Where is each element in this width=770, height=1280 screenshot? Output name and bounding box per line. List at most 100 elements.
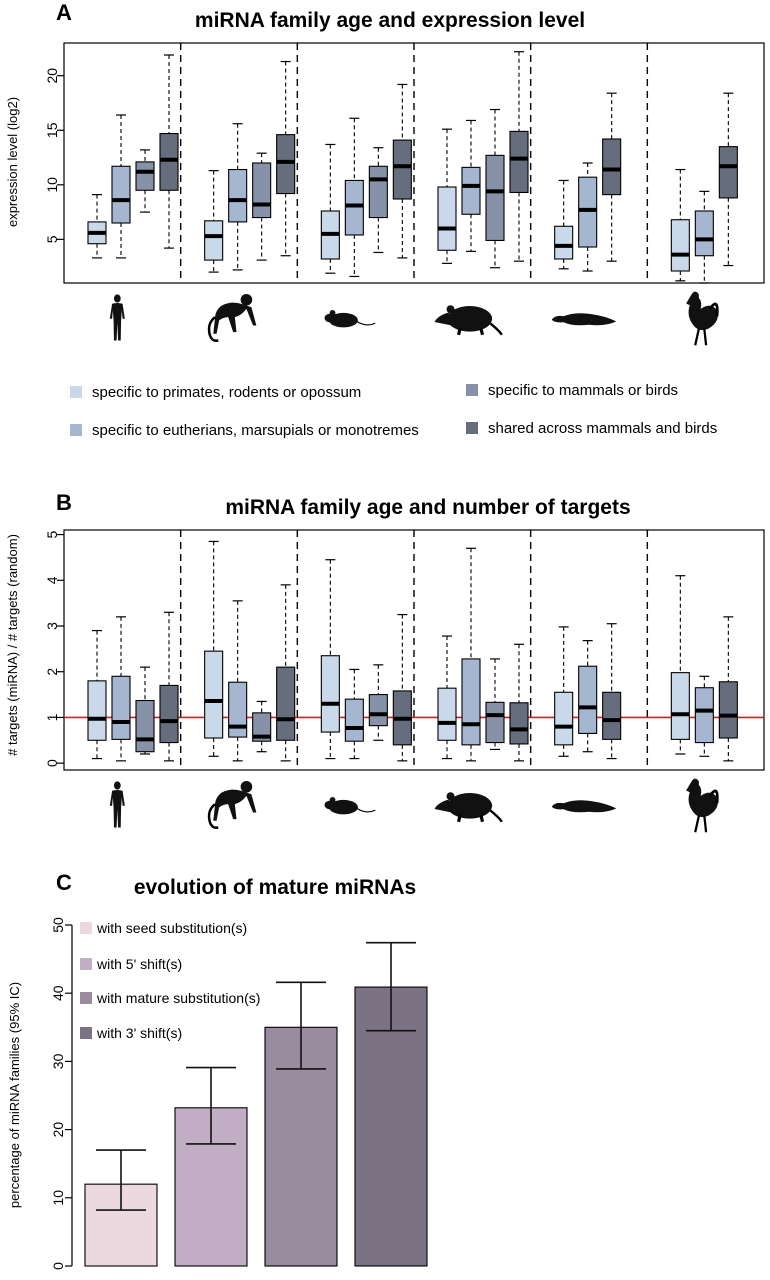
box-iqr xyxy=(135,161,155,191)
panel-c: C evolution of mature miRNAs percentage … xyxy=(7,870,428,1270)
box-iqr xyxy=(602,691,622,740)
box-mouse-3 xyxy=(392,613,412,762)
box-iqr xyxy=(602,138,622,196)
y-tick-label: 30 xyxy=(50,1053,66,1069)
box-iqr xyxy=(159,684,179,744)
panel-b-title: miRNA family age and number of targets xyxy=(225,496,630,519)
box-human-2 xyxy=(135,666,155,755)
panel-c-title: evolution of mature miRNAs xyxy=(134,876,416,899)
y-tick-label: 15 xyxy=(44,122,60,138)
box-chicken-0 xyxy=(670,575,690,755)
box-platypus-3 xyxy=(602,92,622,262)
box-chicken-3 xyxy=(718,616,738,762)
box-mouse-2 xyxy=(368,147,388,254)
box-iqr xyxy=(252,712,272,742)
legend-swatch xyxy=(70,424,82,436)
box-iqr xyxy=(694,687,714,744)
bar-group xyxy=(84,1149,158,1267)
legend-swatch xyxy=(80,992,92,1004)
box-mouse-2 xyxy=(368,664,388,741)
macaque-icon xyxy=(207,779,258,830)
panel-b-axes: 0 1 2 3 4 5 xyxy=(44,530,764,770)
box-mouse-0 xyxy=(320,143,340,274)
panel-a-title: miRNA family age and expression level xyxy=(195,9,585,32)
box-iqr xyxy=(694,210,714,257)
box-macaque-1 xyxy=(228,600,248,762)
box-macaque-0 xyxy=(204,170,224,273)
y-tick-label: 40 xyxy=(50,985,66,1001)
box-iqr xyxy=(344,179,364,236)
box-iqr xyxy=(485,701,505,744)
mouse-icon xyxy=(323,309,376,328)
box-platypus-1 xyxy=(578,162,598,272)
platypus-icon xyxy=(551,313,617,326)
y-tick-label: 10 xyxy=(50,1190,66,1206)
opossum-icon xyxy=(432,303,504,337)
panel-c-y-axis-label: percentage of miRNA families (95% IC) xyxy=(7,982,22,1208)
panel-a-axes: 5 10 15 20 xyxy=(44,43,649,283)
box-opossum-2 xyxy=(485,108,505,269)
box-iqr xyxy=(461,658,481,746)
legend-label: shared across mammals and birds xyxy=(488,420,717,437)
box-iqr xyxy=(554,225,574,260)
y-tick-label: 0 xyxy=(44,759,60,767)
y-tick-label: 1 xyxy=(44,713,60,721)
box-iqr xyxy=(670,219,690,272)
chicken-icon xyxy=(684,777,720,834)
box-opossum-3 xyxy=(509,643,529,762)
panel-a-y-axis-label: expression level (log2) xyxy=(5,97,20,227)
legend-swatch xyxy=(466,384,478,396)
box-chicken-1 xyxy=(694,675,714,757)
panel-b: B miRNA family age and number of targets… xyxy=(5,490,765,834)
box-iqr xyxy=(320,655,340,733)
box-iqr xyxy=(718,681,738,739)
y-tick-label: 10 xyxy=(44,177,60,193)
box-iqr xyxy=(135,699,155,753)
box-macaque-3 xyxy=(276,60,296,257)
box-iqr xyxy=(87,680,107,741)
legend-label: specific to eutherians, marsupials or mo… xyxy=(92,422,419,439)
box-iqr xyxy=(276,134,296,195)
bar-group xyxy=(174,1066,248,1267)
box-macaque-3 xyxy=(276,584,296,762)
box-macaque-2 xyxy=(252,700,272,753)
y-tick-label: 20 xyxy=(50,1122,66,1138)
panel-b-boxes xyxy=(87,540,738,762)
y-tick-label: 20 xyxy=(44,68,60,84)
opossum-icon xyxy=(432,790,504,824)
box-macaque-1 xyxy=(228,123,248,271)
legend-swatch xyxy=(80,922,92,934)
box-iqr xyxy=(437,687,457,741)
box-chicken-0 xyxy=(670,168,690,282)
box-iqr xyxy=(252,162,272,219)
human-icon xyxy=(109,294,125,341)
legend-label: specific to mammals or birds xyxy=(488,382,678,399)
box-iqr xyxy=(228,168,248,223)
box-platypus-3 xyxy=(602,623,622,760)
box-mouse-1 xyxy=(344,668,364,760)
box-human-0 xyxy=(87,194,107,259)
box-human-0 xyxy=(87,629,107,760)
box-opossum-1 xyxy=(461,119,481,252)
box-iqr xyxy=(344,698,364,742)
legend-label: with 3' shift(s) xyxy=(96,1025,182,1041)
bar-group xyxy=(354,941,428,1267)
box-iqr xyxy=(437,186,457,251)
panel-c-axes: 0 10 20 30 40 50 xyxy=(50,917,73,1270)
box-opossum-0 xyxy=(437,128,457,264)
box-iqr xyxy=(392,139,412,200)
box-opossum-2 xyxy=(485,658,505,751)
box-opossum-1 xyxy=(461,547,481,762)
y-tick-label: 3 xyxy=(44,622,60,630)
panel-a: A miRNA family age and expression level … xyxy=(5,0,765,347)
y-tick-label: 4 xyxy=(44,576,60,584)
box-iqr xyxy=(578,665,598,734)
box-iqr xyxy=(485,154,505,242)
box-iqr xyxy=(670,672,690,740)
box-macaque-0 xyxy=(204,540,224,757)
box-iqr xyxy=(204,220,224,261)
box-platypus-0 xyxy=(554,626,574,757)
panel-c-legend: with seed substitution(s) with 5' shift(s… xyxy=(80,920,260,1041)
box-human-1 xyxy=(111,616,131,762)
